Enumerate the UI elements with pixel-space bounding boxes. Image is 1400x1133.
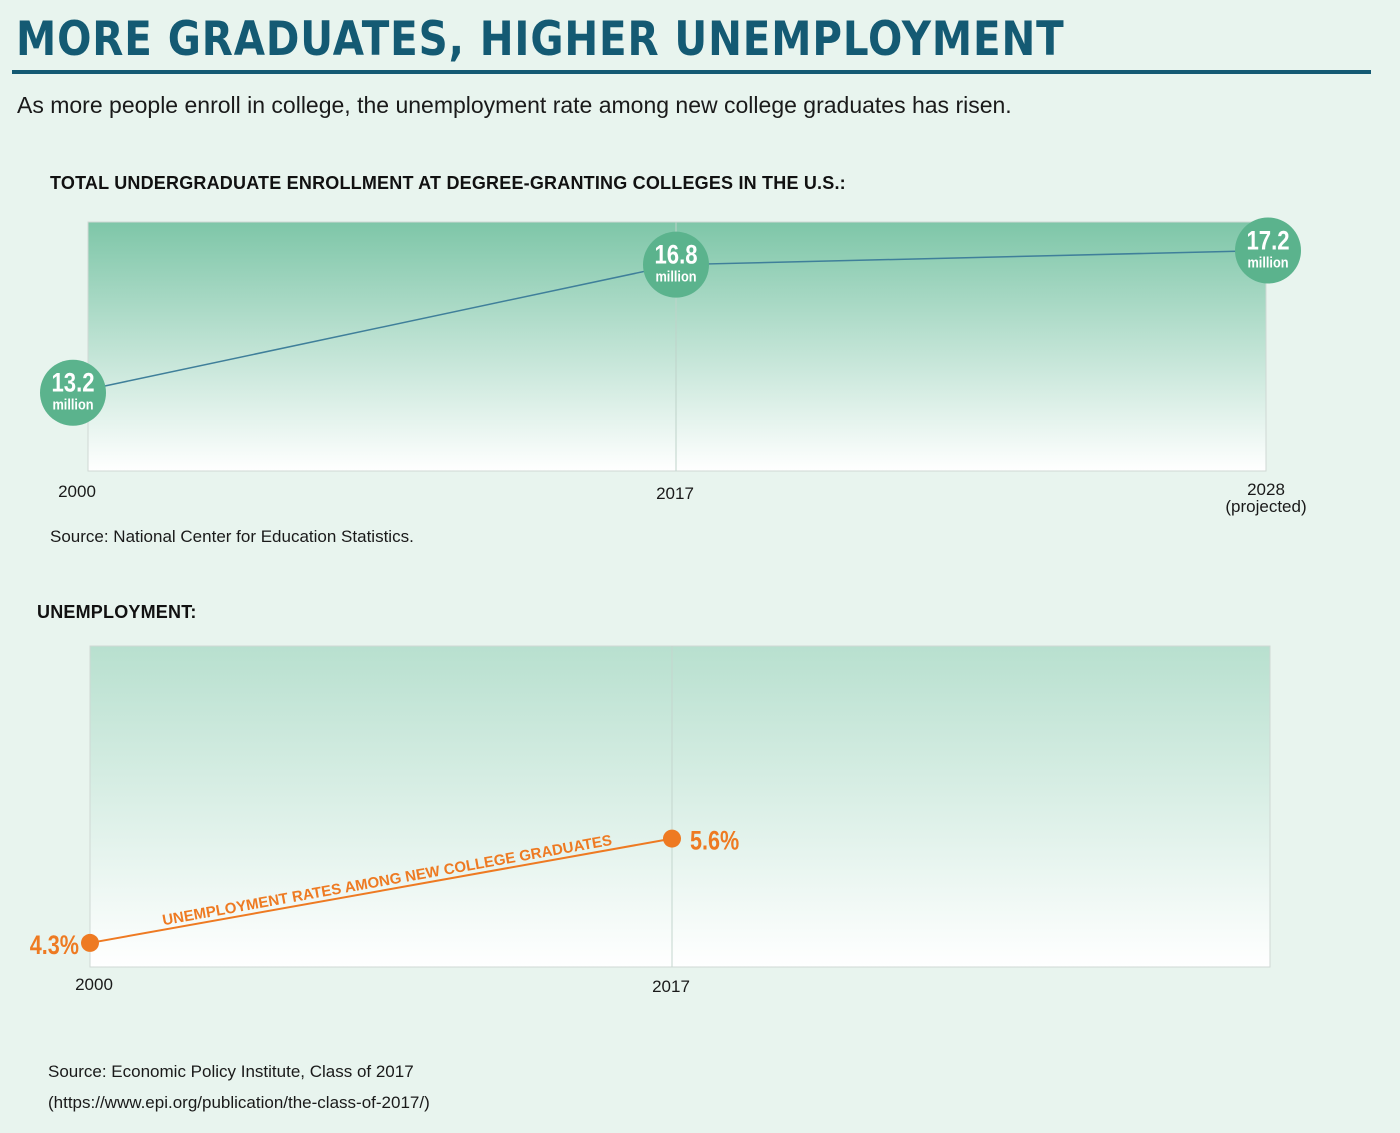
data-label-2017: 16.8 [654, 241, 697, 271]
data-point-2017 [663, 829, 681, 848]
unit-label-2000: million [52, 396, 93, 413]
x-tick-2000: 2000 [58, 482, 96, 501]
data-point-2017 [643, 231, 709, 298]
unemployment-chart: 4.3%5.6%UNEMPLOYMENT RATES AMONG NEW COL… [30, 645, 1271, 996]
data-label-2028: 17.2 [1246, 226, 1289, 256]
unit-label-2028: million [1247, 253, 1288, 270]
x-tick-sublabel-2028: (projected) [1225, 497, 1306, 516]
x-tick-2000: 2000 [75, 975, 113, 994]
unemployment-line [89, 837, 673, 944]
data-point-2028 [1235, 217, 1301, 284]
data-point-2000 [81, 933, 99, 952]
enrollment-source: Source: National Center for Education St… [50, 527, 414, 546]
unemployment-source-line1: Source: Economic Policy Institute, Class… [48, 1062, 414, 1081]
page-subtitle: As more people enroll in college, the un… [17, 92, 1012, 118]
unit-label-2017: million [655, 268, 696, 285]
page-title: MORE GRADUATES, HIGHER UNEMPLOYMENT [16, 12, 1065, 67]
x-tick-2017: 2017 [656, 484, 694, 503]
x-tick-2028: 2028 [1247, 480, 1285, 499]
data-point-2000 [40, 359, 106, 426]
data-label-2000: 13.2 [51, 369, 94, 399]
x-tick-2017: 2017 [652, 977, 690, 996]
title-divider [12, 70, 1371, 74]
plot-area [89, 645, 1271, 968]
enrollment-heading: TOTAL UNDERGRADUATE ENROLLMENT AT DEGREE… [50, 173, 846, 193]
value-label-2000: 4.3% [30, 931, 79, 961]
value-label-2017: 5.6% [690, 826, 739, 856]
unemployment-source-line2: (https://www.epi.org/publication/the-cla… [48, 1093, 430, 1112]
unemployment-heading: UNEMPLOYMENT: [37, 602, 197, 622]
